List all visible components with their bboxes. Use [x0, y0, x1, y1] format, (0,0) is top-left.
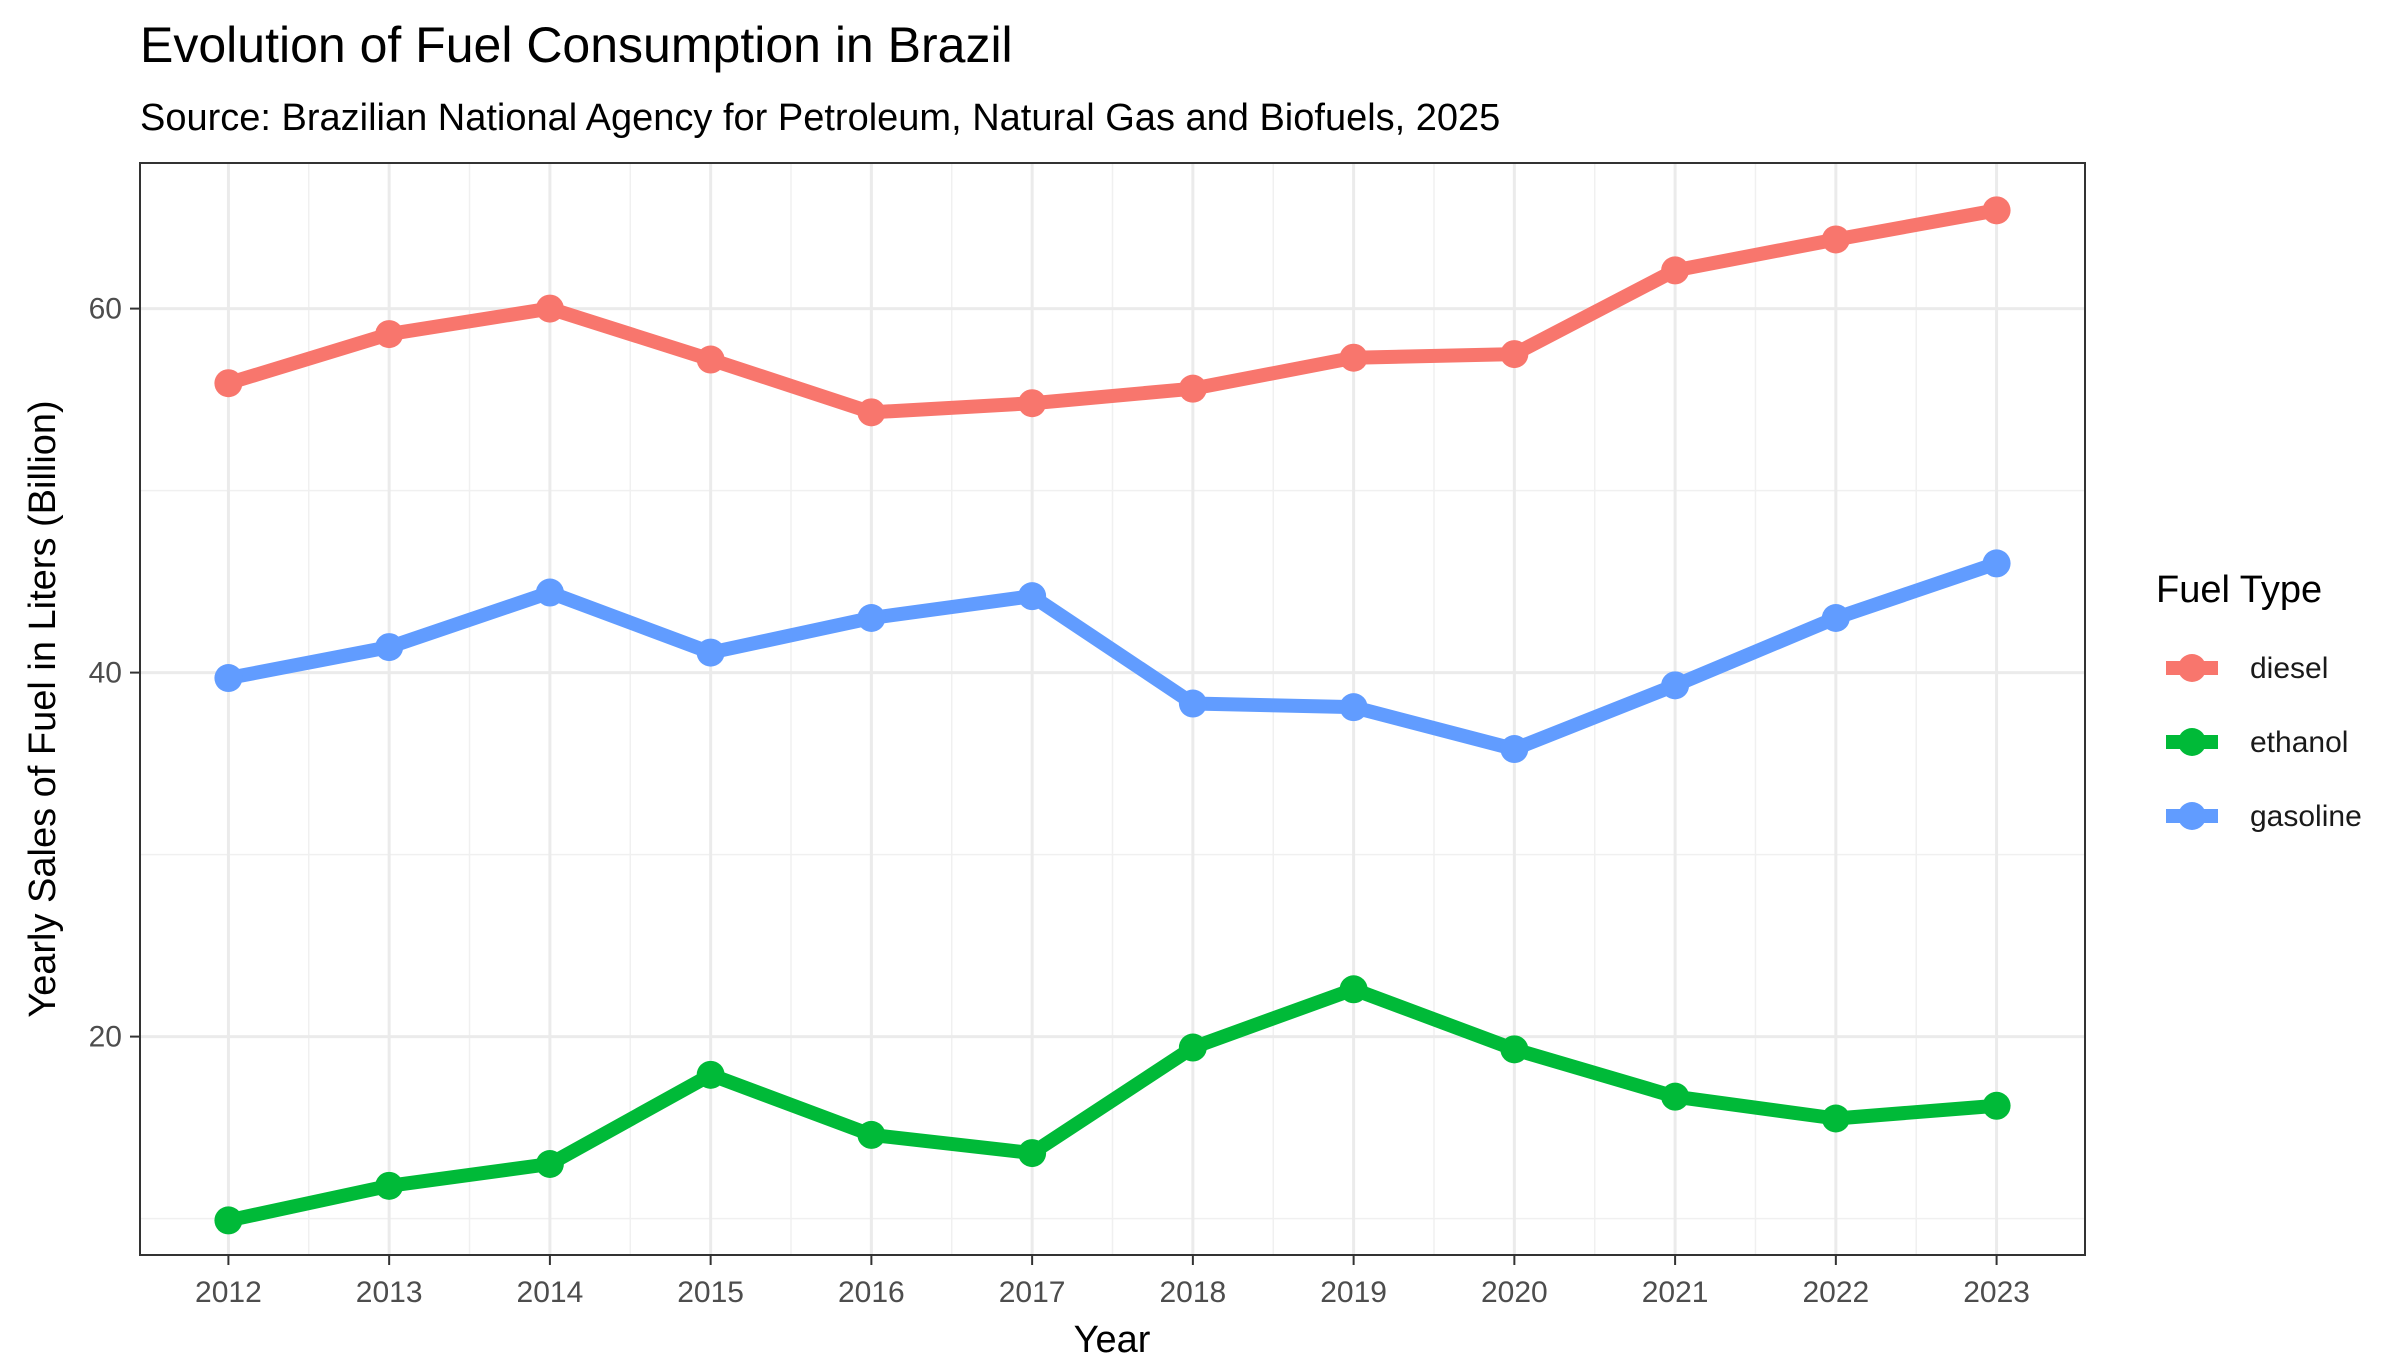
data-point-gasoline — [1821, 604, 1850, 632]
legend-item-ethanol: ethanol — [2166, 726, 2348, 759]
data-point-diesel — [1018, 389, 1047, 418]
data-point-ethanol — [1018, 1139, 1047, 1168]
data-point-ethanol — [1982, 1091, 2011, 1120]
series-line-ethanol — [226, 982, 1998, 1228]
x-tick-label: 2015 — [677, 1276, 744, 1309]
legend-key-point-ethanol — [2178, 728, 2206, 756]
legend-item-diesel: diesel — [2166, 652, 2328, 685]
data-point-gasoline — [535, 578, 564, 607]
data-point-gasoline — [696, 638, 725, 667]
data-point-ethanol — [696, 1060, 725, 1089]
data-point-diesel — [375, 320, 404, 349]
plot-panel-border — [139, 162, 2086, 1256]
chart-subtitle: Source: Brazilian National Agency for Pe… — [140, 97, 1500, 139]
data-point-diesel — [857, 398, 886, 427]
y-tick-label: 20 — [89, 1021, 122, 1054]
data-point-gasoline — [1500, 735, 1529, 764]
data-point-ethanol — [535, 1150, 564, 1178]
x-axis-title: Year — [1074, 1319, 1151, 1361]
legend-label-diesel: diesel — [2250, 652, 2328, 685]
legend-item-gasoline: gasoline — [2166, 800, 2362, 833]
data-point-diesel — [1982, 196, 2011, 225]
data-point-diesel — [1339, 343, 1368, 372]
data-point-ethanol — [214, 1206, 243, 1235]
data-point-gasoline — [857, 604, 886, 632]
axes: 2012 2013 2014 2015 2016 2017 2018 2019 2020 2021… — [89, 293, 2030, 1309]
x-tick-label: 2017 — [999, 1276, 1066, 1309]
y-tick-label: 40 — [89, 657, 122, 690]
data-point-gasoline — [1018, 582, 1047, 611]
data-point-gasoline — [1661, 671, 1690, 700]
data-point-gasoline — [214, 664, 243, 693]
x-tick-label: 2020 — [1481, 1276, 1548, 1309]
legend-key-point-gasoline — [2178, 802, 2206, 830]
legend: Fuel Type diesel ethanol gasoline — [2156, 569, 2362, 833]
legend-title: Fuel Type — [2156, 569, 2322, 611]
data-point-ethanol — [1661, 1082, 1690, 1111]
series-ethanol — [214, 975, 2011, 1235]
legend-label-ethanol: ethanol — [2250, 726, 2348, 759]
data-point-diesel — [1821, 225, 1850, 254]
data-point-ethanol — [1339, 975, 1368, 1004]
x-tick-label: 2021 — [1642, 1276, 1709, 1309]
legend-key-point-diesel — [2178, 654, 2206, 682]
data-point-diesel — [214, 369, 243, 398]
x-tick-label: 2022 — [1802, 1276, 1869, 1309]
data-point-ethanol — [1178, 1033, 1207, 1062]
series-line-gasoline — [227, 556, 1999, 757]
data-point-diesel — [1500, 340, 1529, 369]
x-tick-label: 2013 — [356, 1276, 423, 1309]
data-point-gasoline — [1339, 693, 1368, 722]
x-tick-label: 2012 — [195, 1276, 262, 1309]
x-tick-label: 2014 — [517, 1276, 584, 1309]
data-point-diesel — [696, 345, 725, 374]
data-point-ethanol — [1500, 1035, 1529, 1064]
data-point-ethanol — [1821, 1104, 1850, 1133]
x-tick-label: 2018 — [1159, 1276, 1226, 1309]
legend-label-gasoline: gasoline — [2250, 800, 2362, 833]
x-tick-label: 2019 — [1320, 1276, 1387, 1309]
y-tick-label: 60 — [89, 293, 122, 326]
series-diesel — [214, 196, 2011, 427]
data-point-gasoline — [1178, 689, 1207, 718]
data-point-diesel — [1661, 256, 1690, 285]
grid — [140, 163, 2085, 1255]
plot-series — [214, 196, 2011, 1235]
data-point-ethanol — [857, 1120, 886, 1149]
series-gasoline — [214, 549, 2011, 764]
data-point-ethanol — [375, 1171, 404, 1200]
series-line-diesel — [226, 203, 1998, 420]
data-point-gasoline — [375, 633, 404, 662]
data-point-gasoline — [1982, 549, 2011, 578]
y-axis-title: Yearly Sales of Fuel in Liters (Billion) — [22, 400, 64, 1017]
data-point-diesel — [1178, 374, 1207, 403]
data-point-diesel — [535, 294, 564, 323]
chart-title: Evolution of Fuel Consumption in Brazil — [140, 17, 1013, 73]
x-tick-label: 2016 — [838, 1276, 905, 1309]
x-tick-label: 2023 — [1963, 1276, 2030, 1309]
